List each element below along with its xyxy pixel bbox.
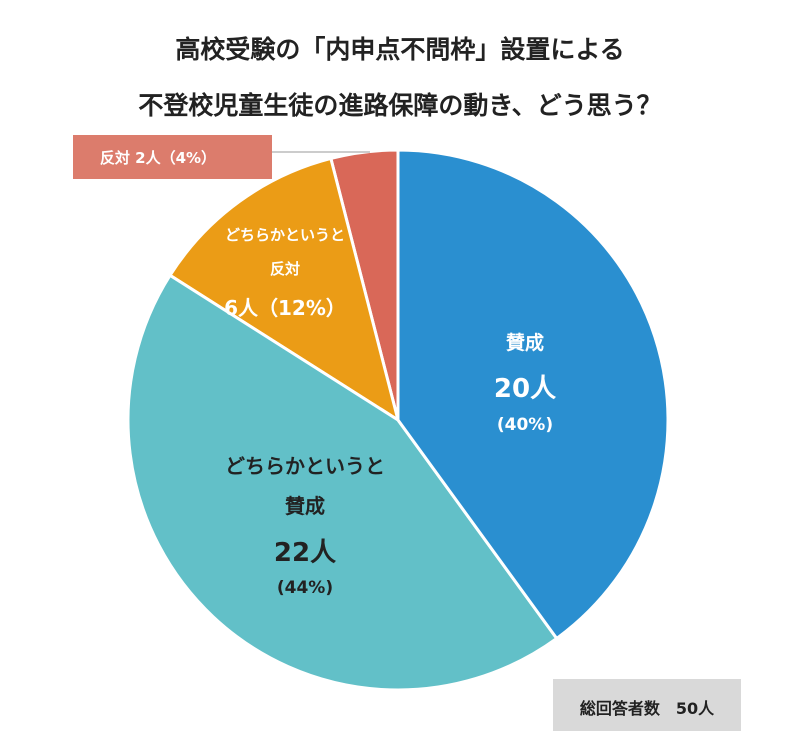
slice-label-somewhat-disagree-name2: 反対 <box>269 260 300 278</box>
total-respondents-label: 総回答者数 50人 <box>579 699 715 718</box>
slice-label-somewhat-agree-name1: どちらかというと <box>225 454 385 478</box>
slice-label-somewhat-agree-name2: 賛成 <box>285 494 325 518</box>
disagree-callout-box: 反対 2人（4%） <box>73 135 272 179</box>
pie-slice-agree <box>396 148 670 641</box>
slice-label-disagree: 反対 2人（4%） <box>99 149 217 167</box>
pie-slice-somewhat-disagree <box>167 156 401 424</box>
slice-label-somewhat-agree-count: 22人 <box>273 538 337 568</box>
slice-label-agree-count: 20人 <box>493 374 557 404</box>
total-respondents-box: 総回答者数 50人 <box>553 679 741 731</box>
slice-label-agree-pct: (40%) <box>496 415 554 435</box>
pie-slice-somewhat-agree <box>126 273 559 692</box>
slice-label-agree-name: 賛成 <box>505 332 544 354</box>
slice-label-somewhat-disagree-name1: どちらかというと <box>224 226 345 244</box>
slice-label-somewhat-disagree-count: 6人（12%） <box>224 296 346 320</box>
chart-title-line1: 高校受験の「内申点不問枠」設置による <box>175 35 625 64</box>
slice-label-somewhat-agree-pct: (44%) <box>276 578 334 598</box>
chart-title-line2: 不登校児童生徒の進路保障の動き、どう思う？ <box>138 91 662 120</box>
